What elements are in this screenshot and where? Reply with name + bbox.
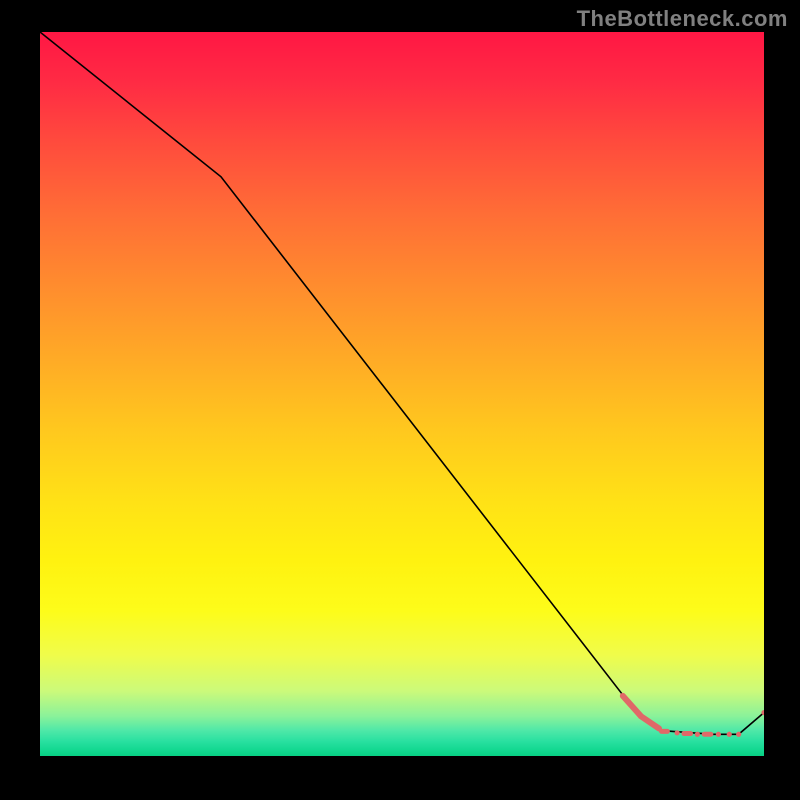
- dotted-bottom-dash: [659, 729, 670, 734]
- dotted-bottom-dot: [716, 732, 721, 737]
- dotted-bottom-dot: [736, 732, 741, 737]
- dotted-bottom-dash: [681, 731, 693, 736]
- watermark-text: TheBottleneck.com: [577, 6, 788, 32]
- chart-container: TheBottleneck.com: [0, 0, 800, 800]
- dotted-bottom-dot: [695, 732, 700, 737]
- dotted-bottom-dot: [675, 730, 680, 735]
- plot-svg: [40, 32, 764, 756]
- dotted-bottom-dash: [702, 732, 714, 737]
- plot-background: [40, 32, 764, 756]
- plot-area: [40, 32, 764, 756]
- dotted-bottom-dot: [727, 732, 732, 737]
